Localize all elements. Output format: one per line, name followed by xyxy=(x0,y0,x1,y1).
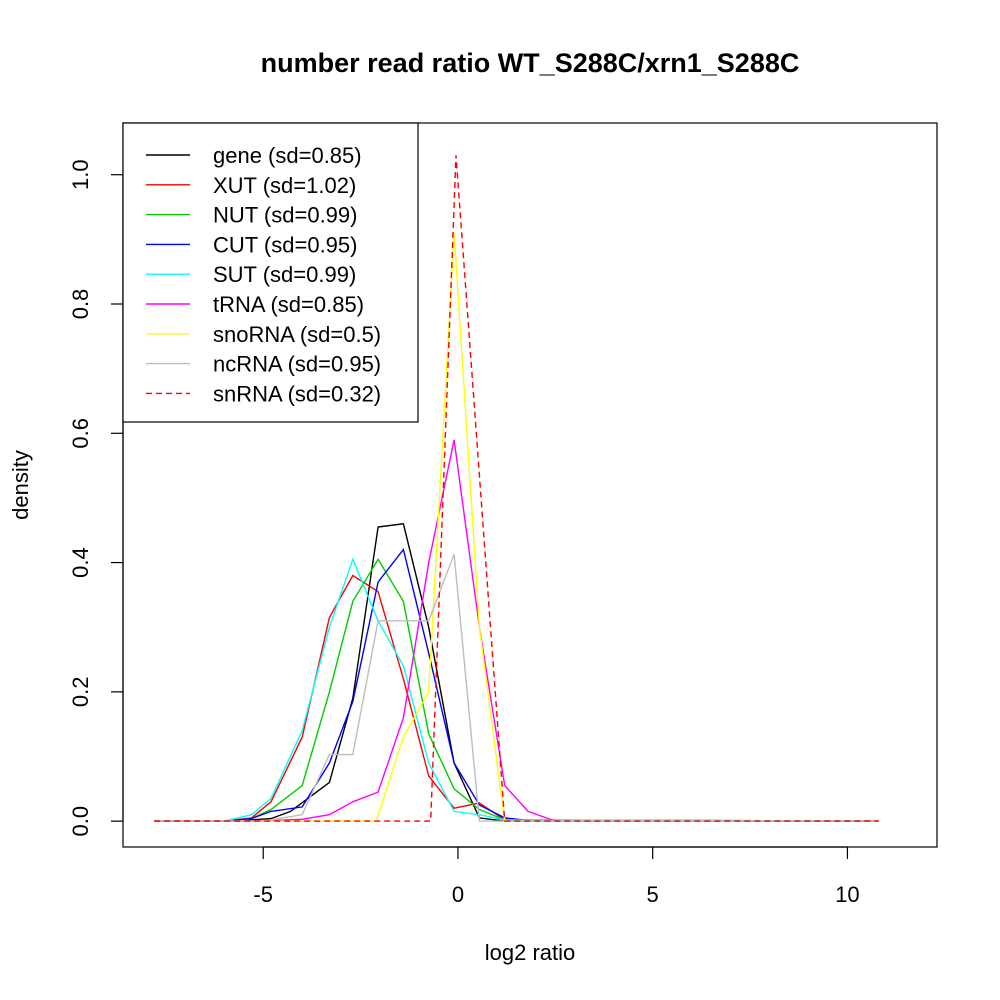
legend-items: gene (sd=0.85) XUT (sd=1.02) NUT (sd=0.99)… xyxy=(146,143,381,406)
chart-title: number read ratio WT_S288C/xrn1_S288C xyxy=(261,48,800,78)
series-line-2 xyxy=(154,557,879,822)
series-line-1 xyxy=(154,574,879,822)
y-axis-label: density xyxy=(8,450,33,520)
x-tick-label: -5 xyxy=(253,882,273,907)
legend-label-0: gene (sd=0.85) xyxy=(213,143,362,168)
legend-label-2: NUT (sd=0.99) xyxy=(213,203,357,228)
legend-label-4: SUT (sd=0.99) xyxy=(213,262,356,287)
series-layer xyxy=(154,155,879,822)
x-tick-label: 10 xyxy=(835,882,859,907)
legend: gene (sd=0.85) XUT (sd=1.02) NUT (sd=0.99)… xyxy=(122,122,419,423)
x-axis: -5 0 5 10 xyxy=(253,846,860,907)
legend-box xyxy=(122,122,419,423)
y-tick-label: 1.0 xyxy=(68,159,93,190)
y-tick-label: 0.8 xyxy=(68,289,93,320)
legend-label-8: snRNA (sd=0.32) xyxy=(213,381,381,406)
legend-label-6: snoRNA (sd=0.5) xyxy=(213,322,381,347)
y-tick-label: 0.4 xyxy=(68,547,93,578)
legend-label-3: CUT (sd=0.95) xyxy=(213,232,357,257)
series-line-5 xyxy=(154,439,879,822)
series-line-0 xyxy=(154,523,879,822)
y-tick-label: 0.6 xyxy=(68,418,93,449)
y-tick-label: 0.0 xyxy=(68,806,93,837)
series-line-6 xyxy=(154,232,879,822)
series-line-7 xyxy=(154,553,879,822)
series-line-3 xyxy=(154,548,879,822)
legend-label-7: ncRNA (sd=0.95) xyxy=(213,352,381,377)
x-tick-label: 5 xyxy=(647,882,659,907)
legend-label-1: XUT (sd=1.02) xyxy=(213,173,356,198)
y-axis: 0.0 0.2 0.4 0.6 0.8 1.0 xyxy=(68,159,124,837)
series-line-8 xyxy=(154,155,879,822)
x-tick-label: 0 xyxy=(452,882,464,907)
y-tick-label: 0.2 xyxy=(68,677,93,708)
x-axis-label: log2 ratio xyxy=(485,940,576,965)
series-line-4 xyxy=(154,557,879,822)
legend-label-5: tRNA (sd=0.85) xyxy=(213,292,364,317)
